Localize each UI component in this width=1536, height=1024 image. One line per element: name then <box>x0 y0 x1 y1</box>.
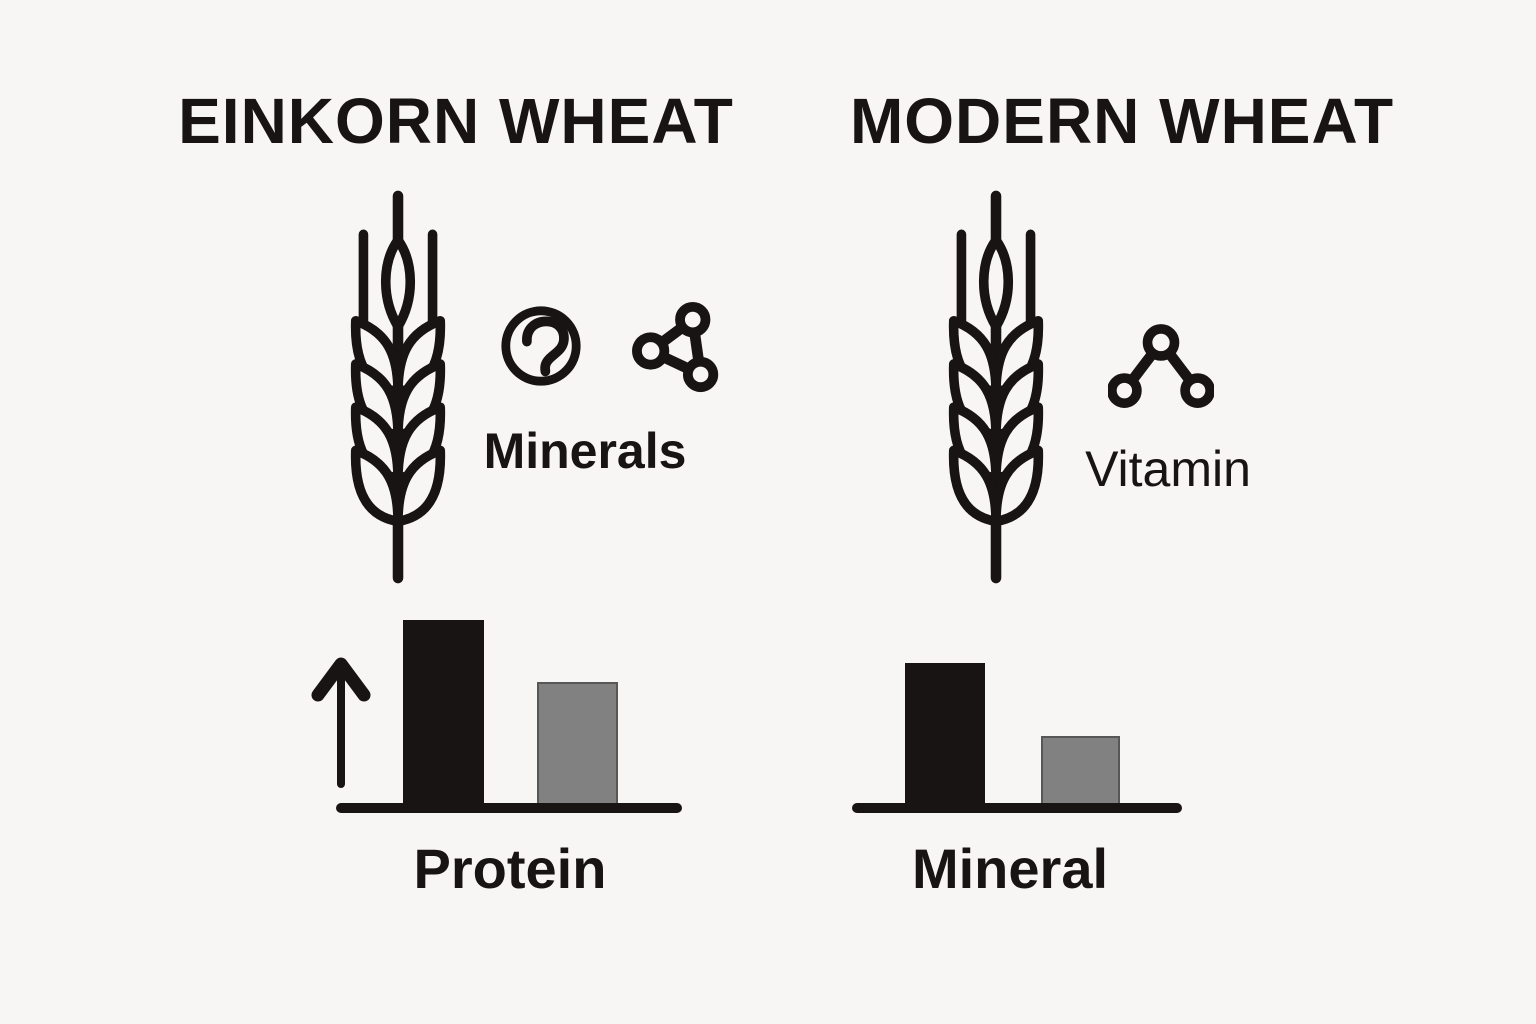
wheat-icon <box>948 190 1044 584</box>
protein-chart-baseline <box>336 803 682 813</box>
modern-protein-bar <box>537 682 618 812</box>
mineral-chart: Mineral <box>820 600 1220 920</box>
protein-chart: Protein <box>300 600 720 920</box>
einkorn-title: EINKORN WHEAT <box>178 85 734 157</box>
question-mark-circle-icon <box>501 306 581 386</box>
modern-mineral-bar <box>1041 736 1120 812</box>
vitamin-label: Vitamin <box>1085 441 1251 497</box>
mineral-chart-label: Mineral <box>911 837 1109 900</box>
molecule-icon <box>632 302 719 393</box>
einkorn-mineral-bar <box>905 663 985 812</box>
up-arrow-icon <box>311 657 371 788</box>
protein-chart-label: Protein <box>413 837 607 900</box>
wheat-icon <box>350 190 446 584</box>
vitamin-molecule-icon <box>1108 324 1214 408</box>
modern-title: MODERN WHEAT <box>849 85 1395 157</box>
einkorn-protein-bar <box>403 620 484 812</box>
minerals-label: Minerals <box>483 423 687 479</box>
mineral-chart-baseline <box>852 803 1182 813</box>
